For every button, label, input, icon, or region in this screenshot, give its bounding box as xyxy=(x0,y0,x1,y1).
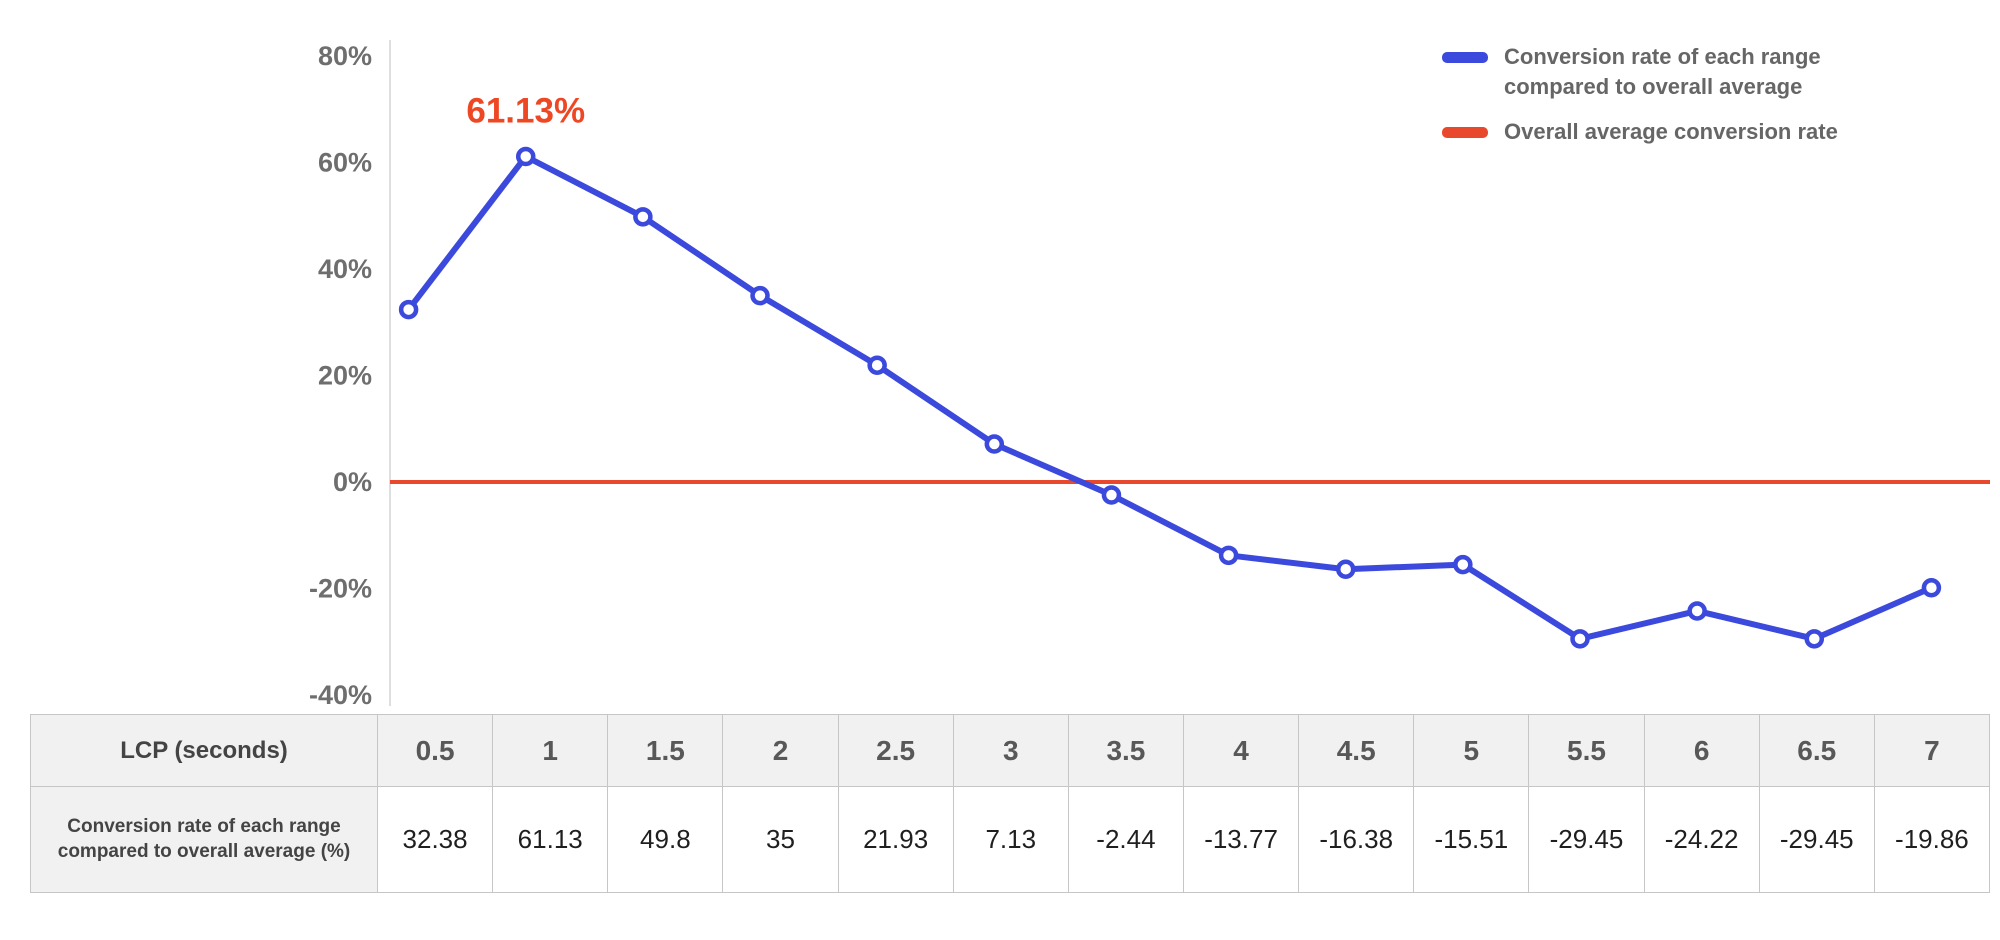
y-tick-label: 40% xyxy=(318,254,372,284)
table-row-lcp: LCP (seconds) 0.5 1 1.5 2 2.5 3 3.5 4 4.5 5 5.5 6 6.… xyxy=(30,714,1991,787)
legend-swatch-blue-line xyxy=(1442,52,1488,63)
data-point xyxy=(398,299,419,320)
data-point xyxy=(1570,629,1590,649)
conversion-value-cell: -16.38 xyxy=(1298,786,1415,893)
legend-item-overall-average: Overall average conversion rate xyxy=(1442,117,1904,147)
data-point xyxy=(1921,578,1942,598)
conversion-value-cell: 61.13 xyxy=(492,786,609,893)
lcp-value-cell: 6 xyxy=(1643,714,1760,787)
data-point xyxy=(1804,629,1825,649)
y-tick-label: -40% xyxy=(309,680,372,710)
conversion-value-cell: -2.44 xyxy=(1067,786,1184,893)
data-point xyxy=(750,285,770,306)
y-tick-label: 20% xyxy=(318,361,372,391)
conversion-value-cell: -29.45 xyxy=(1528,786,1645,893)
lcp-value-cell: 1.5 xyxy=(607,714,724,787)
data-point xyxy=(1453,554,1473,575)
conversion-value-cell: -29.45 xyxy=(1758,786,1875,893)
data-point xyxy=(984,434,1005,454)
lcp-value-cell: 0.5 xyxy=(376,714,494,787)
table-row-conversion-values: Conversion rate of each range compared t… xyxy=(30,786,1991,893)
conversion-rate-chart: 80% 60% 40% 20% 0% -20% -40% 61.13% Conversion … xyxy=(309,40,1990,710)
conversion-line xyxy=(405,153,1935,642)
legend-label-conversion-rate: Conversion rate of each range compared t… xyxy=(1504,44,1821,99)
conversion-value-cell: -13.77 xyxy=(1182,786,1300,893)
conversion-value-cell: 32.38 xyxy=(376,786,494,893)
conversion-value-cell: 35 xyxy=(722,786,839,893)
conversion-row-header: Conversion rate of each range compared t… xyxy=(30,786,378,893)
conversion-value-cell: -15.51 xyxy=(1413,786,1530,893)
conversion-value-cell: 21.93 xyxy=(837,786,954,893)
legend-label-overall-average: Overall average conversion rate xyxy=(1504,119,1838,145)
conversion-value-cell: -19.86 xyxy=(1873,786,1991,893)
lcp-value-cell: 2 xyxy=(722,714,839,787)
data-point xyxy=(1335,559,1356,579)
lcp-value-cell: 5 xyxy=(1413,714,1530,787)
conversion-value-cell: 7.13 xyxy=(952,786,1069,893)
data-table: LCP (seconds) 0.5 1 1.5 2 2.5 3 3.5 4 4.5 5 5.5 6 6.… xyxy=(30,714,1991,893)
y-tick-label: 60% xyxy=(318,148,372,178)
lcp-value-cell: 7 xyxy=(1873,714,1991,787)
lcp-value-cell: 6.5 xyxy=(1758,714,1875,787)
lcp-value-cell: 2.5 xyxy=(837,714,954,787)
legend-swatch-red-line xyxy=(1442,127,1488,139)
lcp-row-header: LCP (seconds) xyxy=(30,714,378,787)
lcp-value-cell: 3.5 xyxy=(1067,714,1184,787)
conversion-value-cell: -24.22 xyxy=(1643,786,1760,893)
lcp-value-cell: 4.5 xyxy=(1298,714,1415,787)
data-point xyxy=(867,355,887,375)
peak-annotation: 61.13% xyxy=(466,91,585,130)
chart-legend: Conversion rate of each range compared t… xyxy=(1442,42,1904,147)
data-point xyxy=(633,207,653,227)
y-tick-label: 0% xyxy=(333,467,372,497)
data-point xyxy=(1687,601,1707,621)
data-point xyxy=(1101,485,1122,505)
lcp-value-cell: 4 xyxy=(1182,714,1300,787)
data-point xyxy=(1218,545,1239,566)
y-tick-label: 80% xyxy=(318,41,372,71)
chart-canvas: 80% 60% 40% 20% 0% -20% -40% 61.13% xyxy=(309,40,1990,710)
lcp-value-cell: 3 xyxy=(952,714,1069,787)
lcp-value-cell: 5.5 xyxy=(1528,714,1645,787)
lcp-value-cell: 1 xyxy=(492,714,609,787)
data-point xyxy=(515,146,536,167)
conversion-value-cell: 49.8 xyxy=(607,786,724,893)
y-tick-label: -20% xyxy=(309,574,372,604)
legend-item-conversion-rate: Conversion rate of each range compared t… xyxy=(1442,42,1904,101)
